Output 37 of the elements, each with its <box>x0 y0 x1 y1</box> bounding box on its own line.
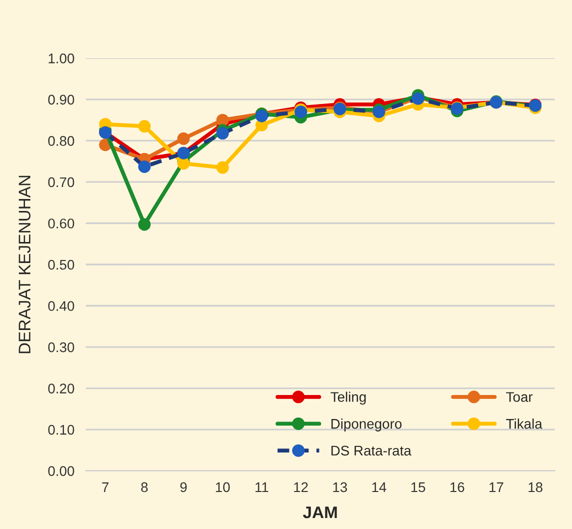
point <box>138 120 151 133</box>
legend-label: Toar <box>506 392 533 402</box>
y-tick-label: 0.60 <box>48 218 74 228</box>
point <box>138 160 151 173</box>
y-tick-label: 0.10 <box>48 424 74 435</box>
point <box>216 127 229 140</box>
x-tick-label: 8 <box>141 482 148 492</box>
legend-label: Tikala <box>506 418 542 429</box>
x-tick-label: 18 <box>528 482 542 492</box>
x-tick-label: 14 <box>372 482 386 492</box>
y-tick-label: 0.50 <box>48 260 74 270</box>
legend-label: Teling <box>330 392 366 405</box>
point <box>216 161 229 174</box>
point <box>216 114 229 126</box>
x-tick-label: 10 <box>216 482 230 492</box>
x-tick-label: 13 <box>333 482 347 492</box>
x-tick-label: 11 <box>256 482 268 492</box>
y-tick-label: 0.40 <box>48 301 74 311</box>
y-tick-label: 0.00 <box>48 466 74 476</box>
y-tick-label: 0.70 <box>48 177 74 188</box>
y-tick-label: 0.80 <box>48 136 74 146</box>
y-axis-title: DERAJAT KEJENUHAN <box>18 176 30 354</box>
x-tick-label: 17 <box>490 482 504 492</box>
y-tick-label: 0.30 <box>48 342 74 352</box>
x-tick-label: 15 <box>411 482 426 492</box>
x-axis-title: JAM <box>302 506 337 518</box>
y-tick-label: 0.90 <box>48 94 74 105</box>
point <box>138 218 151 231</box>
y-tick-label: 0.20 <box>48 384 74 394</box>
x-tick-label: 7 <box>102 482 109 492</box>
x-tick-label: 9 <box>180 482 187 492</box>
legend-label: Diponegoro <box>331 418 402 432</box>
x-tick-label: 12 <box>294 482 308 492</box>
legend-label: DS Rata-rata <box>331 446 412 456</box>
point <box>177 132 190 145</box>
y-tick-label: 1.00 <box>48 54 74 64</box>
x-tick-label: 16 <box>450 482 464 492</box>
